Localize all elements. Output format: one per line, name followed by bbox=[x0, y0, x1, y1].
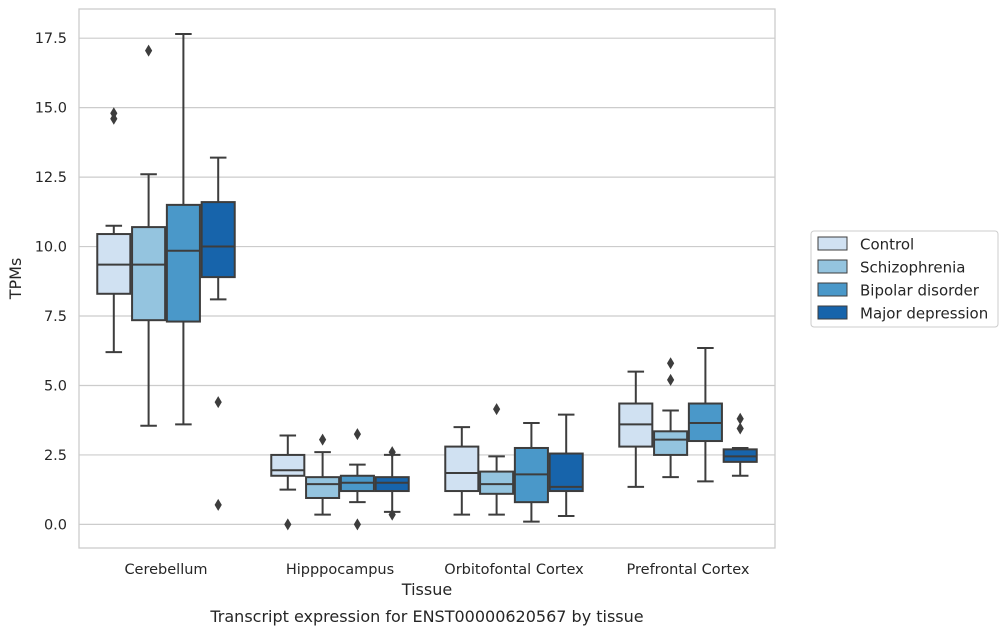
outlier-point bbox=[284, 518, 292, 531]
box-plot bbox=[513, 421, 549, 523]
y-tick-label: 5.0 bbox=[44, 378, 67, 394]
y-tick-label: 10.0 bbox=[35, 240, 67, 256]
box-iqr bbox=[305, 476, 341, 499]
outlier-point bbox=[214, 396, 222, 409]
y-tick-label: 17.5 bbox=[35, 31, 67, 47]
legend-frame bbox=[810, 230, 999, 328]
y-axis-label: TPMs bbox=[6, 258, 25, 301]
box-plot bbox=[270, 434, 306, 531]
box-iqr bbox=[444, 445, 480, 493]
box-plot bbox=[548, 413, 584, 518]
box-iqr bbox=[374, 476, 410, 493]
box-groups bbox=[96, 33, 758, 531]
box-plot bbox=[653, 357, 689, 479]
y-tick-label: 15.0 bbox=[35, 101, 67, 117]
outlier-point bbox=[736, 412, 744, 425]
legend-swatch bbox=[817, 236, 848, 251]
outlier-point bbox=[388, 508, 396, 521]
outlier-point bbox=[145, 44, 153, 57]
box-plot bbox=[305, 433, 341, 516]
outlier-point bbox=[353, 518, 361, 531]
y-tick-labels: 0.0 2.5 5.0 7.5 10.0 12.5 15.0 17.5 bbox=[35, 31, 67, 533]
x-axis-label: Tissue bbox=[401, 580, 452, 599]
box-plot bbox=[687, 346, 723, 483]
box-plot bbox=[165, 33, 201, 426]
y-tick-label: 12.5 bbox=[35, 170, 67, 186]
plot-frame bbox=[78, 8, 776, 549]
legend-label: Control bbox=[860, 236, 914, 254]
legend-swatch bbox=[817, 259, 848, 274]
legend-label: Bipolar disorder bbox=[860, 282, 980, 300]
outlier-point bbox=[388, 446, 396, 459]
box-plot bbox=[722, 412, 758, 477]
box-plot bbox=[444, 426, 480, 516]
box-plot bbox=[374, 446, 410, 521]
outlier-point bbox=[736, 422, 744, 435]
legend-swatch bbox=[817, 282, 848, 297]
x-tick-label: Orbitofontal Cortex bbox=[444, 562, 584, 578]
outlier-point bbox=[667, 357, 675, 370]
box-iqr bbox=[653, 430, 689, 456]
box-iqr bbox=[165, 203, 201, 323]
box-plot bbox=[200, 156, 236, 511]
y-tick-label: 2.5 bbox=[44, 448, 67, 464]
x-tick-label: Hipppocampus bbox=[286, 562, 394, 578]
box-plot bbox=[131, 44, 167, 427]
x-tick-label: Cerebellum bbox=[124, 562, 207, 578]
legend: Control Schizophrenia Bipolar disorder Majo… bbox=[810, 230, 999, 328]
x-tick-label: Prefrontal Cortex bbox=[627, 562, 750, 578]
legend-swatch bbox=[817, 305, 848, 320]
box-iqr bbox=[270, 453, 306, 477]
outlier-point bbox=[214, 498, 222, 511]
y-tick-label: 0.0 bbox=[44, 517, 67, 533]
outlier-point bbox=[353, 428, 361, 441]
box-plot bbox=[479, 403, 515, 516]
y-tick-label: 7.5 bbox=[44, 309, 67, 325]
outlier-point bbox=[493, 403, 501, 416]
box-plot bbox=[96, 107, 132, 354]
box-iqr bbox=[479, 470, 515, 495]
x-tick-labels: Cerebellum Hipppocampus Orbitofontal Corte… bbox=[124, 562, 749, 578]
figure-caption: Transcript expression for ENST0000062056… bbox=[209, 607, 643, 626]
box-plot bbox=[618, 370, 654, 488]
outlier-point bbox=[319, 433, 327, 446]
box-iqr bbox=[200, 201, 236, 279]
box-iqr bbox=[548, 452, 584, 493]
box-iqr bbox=[131, 226, 167, 322]
legend-label: Schizophrenia bbox=[860, 259, 965, 277]
outlier-point bbox=[110, 107, 118, 120]
box-plot bbox=[339, 428, 375, 531]
legend-label: Major depression bbox=[860, 305, 988, 323]
outlier-point bbox=[667, 373, 675, 386]
